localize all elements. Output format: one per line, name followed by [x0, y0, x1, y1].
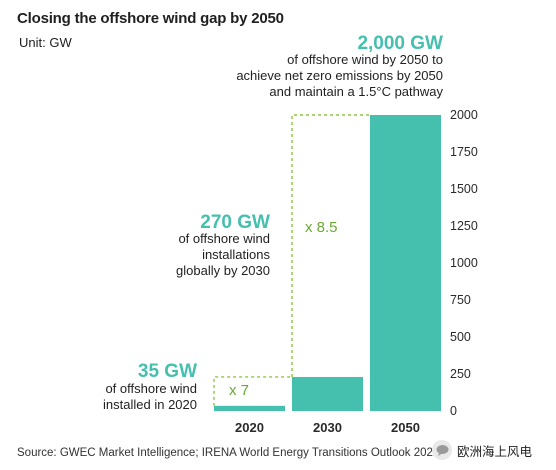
multiplier-x7: x 7	[229, 382, 250, 399]
bar-2030	[292, 376, 363, 411]
y-tick-label: 0	[450, 404, 457, 418]
y-tick-label: 500	[450, 330, 471, 344]
y-tick-label: 1000	[450, 256, 478, 270]
x-category-label: 2030	[313, 420, 342, 435]
chat-bubble-icon	[432, 440, 452, 460]
bar-2020	[214, 405, 285, 411]
x-category-label: 2020	[235, 420, 264, 435]
bar-2050	[370, 115, 441, 411]
annotation-2020-text: of offshore wind installed in 2020	[103, 381, 197, 412]
y-tick-label: 250	[450, 367, 471, 381]
annotation-2020-value: 35 GW	[137, 361, 197, 382]
watermark-text: 欧洲海上风电	[457, 444, 533, 459]
y-tick-label: 1500	[450, 182, 478, 196]
y-tick-label: 2000	[450, 108, 478, 122]
annotation-2030-text: of offshore wind installations globally …	[176, 231, 270, 278]
growth-box-2030-2050	[291, 114, 370, 377]
y-tick-label: 1250	[450, 219, 478, 233]
x-category-label: 2050	[391, 420, 420, 435]
watermark: 欧洲海上风电	[432, 440, 532, 460]
annotation-2050-value: 2,000 GW	[357, 33, 443, 54]
chart-title: Closing the offshore wind gap by 2050	[17, 10, 284, 27]
y-tick-label: 1750	[450, 145, 478, 159]
annotation-2050-text: of offshore wind by 2050 to achieve net …	[236, 52, 443, 99]
growth-box-2020-2030	[213, 376, 292, 406]
source-note: Source: GWEC Market Intelligence; IRENA …	[17, 447, 443, 459]
multiplier-x8-5: x 8.5	[305, 219, 338, 236]
annotation-2030-value: 270 GW	[200, 212, 270, 233]
y-tick-label: 750	[450, 293, 471, 307]
unit-label: Unit: GW	[19, 35, 72, 50]
